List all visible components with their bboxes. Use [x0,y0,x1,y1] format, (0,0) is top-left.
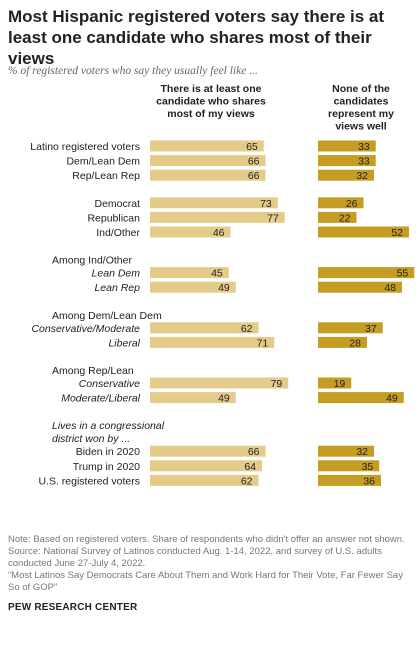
chart-subtitle: % of registered voters who say they usua… [8,65,258,77]
data-label: 66 [248,446,260,458]
series-header-shares-views: most of my views [167,108,255,120]
bar-shares-views [150,197,278,209]
data-label: 55 [397,268,409,280]
bar-shares-views [150,169,266,181]
data-label: 33 [358,141,370,153]
bar-none-represent [318,211,357,223]
row-label: Democrat [94,198,140,210]
bar-shares-views [150,226,231,238]
bar-shares-views [150,474,259,486]
row-label: Moderate/Liberal [61,393,140,405]
data-label: 66 [248,156,260,168]
data-label: 28 [349,337,361,349]
bar-shares-views [150,392,236,404]
footer-source: Source: National Survey of Latinos condu… [8,546,382,569]
bar-none-represent [318,445,374,457]
data-label: 37 [365,323,377,335]
data-label: 52 [391,227,403,239]
data-label: 32 [356,170,368,182]
bar-shares-views [150,322,259,334]
data-label: 49 [218,393,230,405]
bar-none-represent [318,377,352,389]
data-label: 49 [386,393,398,405]
section-header: Among Rep/Lean [52,365,134,377]
data-label: 64 [244,461,256,473]
row-label: Republican [87,212,140,224]
row-label: Dem/Lean Dem [66,156,140,168]
row-label: Lean Dem [92,268,141,280]
data-label: 46 [213,227,225,239]
bar-none-represent [318,226,409,238]
data-label: 32 [356,446,368,458]
chart-title: Most Hispanic registered voters say ther… [8,7,385,68]
bar-shares-views [150,281,236,293]
bar-none-represent [318,392,404,404]
bar-none-represent [318,281,402,293]
row-label: Ind/Other [96,227,140,239]
row-label: Liberal [108,337,140,349]
data-label: 22 [339,212,351,224]
bar-none-represent [318,140,376,152]
data-label: 65 [246,141,258,153]
bar-shares-views [150,336,275,348]
bar-none-represent [318,322,383,334]
bar-shares-views [150,211,285,223]
bar-shares-views [150,445,266,457]
brand-logo: PEW RESEARCH CENTER [8,602,138,613]
data-label: 48 [384,282,396,294]
bar-none-represent [318,267,415,279]
bar-shares-views [150,140,264,152]
row-label: Rep/Lean Rep [72,170,140,182]
row-label: Trump in 2020 [73,461,140,473]
bar-shares-views [150,267,229,279]
footer-note: Note: Based on registered voters. Share … [8,534,405,545]
series-header-none-represent: views well [335,121,386,133]
section-header: district won by ... [52,433,130,445]
bar-none-represent [318,197,364,209]
chart-footer: Note: Based on registered voters. Share … [8,534,412,613]
row-label: Conservative [79,378,140,390]
series-header-shares-views: There is at least one [161,83,262,95]
data-label: 19 [334,378,346,390]
series-header-none-represent: candidates [334,96,389,108]
bar-none-represent [318,336,367,348]
row-label: U.S. registered voters [38,475,140,487]
bar-shares-views [150,155,266,167]
series-header-shares-views: candidate who shares [156,96,266,108]
data-label: 26 [346,198,358,210]
bar-none-represent [318,155,376,167]
data-label: 77 [267,212,279,224]
data-label: 49 [218,282,230,294]
series-header-none-represent: represent my [328,108,394,120]
bar-shares-views [150,460,262,472]
data-label: 62 [241,323,253,335]
footer-report: “Most Latinos Say Democrats Care About T… [8,570,403,593]
section-header: Among Ind/Other [52,255,132,267]
row-label: Lean Rep [94,282,140,294]
data-label: 79 [271,378,283,390]
data-label: 66 [248,170,260,182]
data-label: 36 [363,475,375,487]
data-label: 73 [260,198,272,210]
bar-none-represent [318,460,380,472]
section-header: Among Dem/Lean Dem [52,310,162,322]
data-label: 33 [358,156,370,168]
row-label: Latino registered voters [30,141,140,153]
row-label: Conservative/Moderate [31,323,140,335]
bar-none-represent [318,169,374,181]
data-label: 35 [362,461,374,473]
section-header: Lives in a congressional [52,420,165,432]
series-header-none-represent: None of the [332,83,390,95]
bar-none-represent [318,474,381,486]
data-label: 45 [211,268,223,280]
data-label: 62 [241,475,253,487]
data-label: 71 [257,337,269,349]
bar-shares-views [150,377,289,389]
row-label: Biden in 2020 [76,446,140,458]
